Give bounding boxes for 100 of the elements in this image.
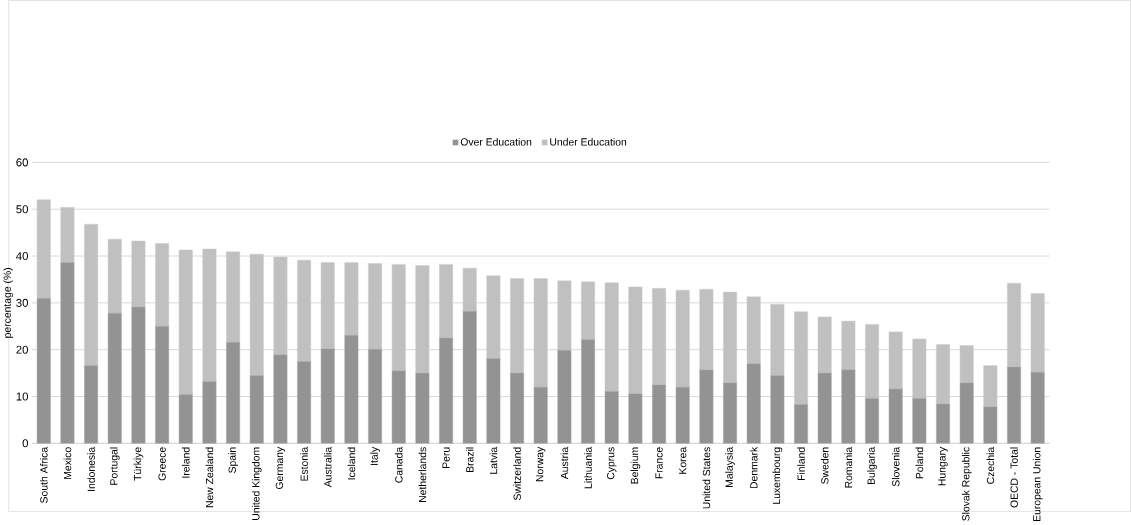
x-tick-label: Bulgaria: [867, 446, 877, 484]
bar: [983, 406, 998, 444]
bar: [249, 253, 264, 376]
bar: [533, 278, 548, 388]
bar: [652, 384, 666, 444]
bar: [817, 372, 832, 444]
bar: [486, 358, 501, 444]
bar: [107, 312, 122, 444]
bar: [202, 248, 217, 382]
bar: [841, 369, 856, 444]
bar: [936, 344, 950, 405]
x-tick-label: Germany: [275, 446, 286, 489]
bar: [770, 375, 785, 444]
bar: [320, 262, 335, 349]
bar: [415, 372, 430, 444]
bar: [107, 238, 122, 314]
bar: [131, 240, 146, 308]
x-tick-label: Latvia: [489, 446, 498, 474]
bar: [391, 370, 406, 444]
x-tick-label: Cyprus: [607, 447, 617, 480]
bar: [36, 199, 51, 299]
x-tick-label: Peru: [442, 447, 450, 468]
x-tick-label: Poland: [915, 447, 924, 479]
x-tick-label: United States: [702, 447, 711, 509]
bar: [628, 393, 643, 444]
bar: [912, 398, 927, 444]
x-tick-label: Czechia: [986, 446, 995, 484]
bar: [297, 259, 312, 362]
bar: [510, 372, 525, 444]
bar: [226, 251, 241, 343]
bar: [178, 249, 193, 395]
bar: [533, 386, 548, 444]
bar: [202, 381, 217, 444]
x-tick-label: Indonesia: [87, 446, 95, 491]
bar: [959, 345, 974, 384]
bar: [391, 264, 406, 371]
x-tick-label: Greece: [158, 447, 166, 481]
legend-label: Over Education: [460, 137, 532, 146]
bar: [415, 265, 430, 374]
y-axis-title: percentage (%): [3, 267, 13, 338]
x-tick-label: Spain: [228, 447, 238, 473]
bar: [60, 262, 75, 444]
bar: [983, 365, 998, 407]
bar: [1007, 366, 1021, 444]
bar: [628, 286, 643, 394]
x-tick-label: Slovak Republic: [961, 447, 972, 521]
x-tick-label: Norway: [536, 446, 546, 482]
bar: [84, 223, 99, 366]
x-tick-label: European Union: [1032, 447, 1043, 521]
bar: [155, 243, 170, 327]
bar: [510, 278, 525, 374]
bar: [273, 256, 288, 355]
bar: [439, 264, 454, 339]
x-tick-label: Romania: [844, 446, 853, 488]
bar: [344, 262, 359, 336]
bar: [297, 361, 312, 444]
x-tick-label: New Zealand: [205, 447, 214, 508]
bar: [1030, 293, 1045, 373]
bar: [557, 280, 572, 351]
bar: [581, 281, 596, 340]
bar: [959, 382, 974, 444]
x-tick-label: Iceland: [347, 447, 356, 480]
bar: [462, 267, 477, 312]
bar: [581, 339, 596, 444]
bar: [770, 303, 785, 376]
bar: [865, 324, 879, 399]
x-tick-label: Hungary: [938, 446, 948, 486]
x-tick-label: OECD - Total: [1010, 447, 1018, 508]
x-tick-label: Australia: [323, 446, 332, 488]
bar: [1030, 371, 1045, 444]
x-tick-label: Mexico: [63, 447, 72, 479]
bar: [368, 348, 383, 444]
bar: [60, 206, 75, 263]
x-tick-label: Italy: [370, 446, 380, 465]
bar: [557, 349, 572, 444]
bar: [344, 334, 359, 444]
bar: [865, 398, 879, 444]
legend-label: Under Education: [550, 137, 627, 146]
bar: [817, 316, 832, 374]
bar: [131, 306, 146, 444]
x-tick-label: Luxembourg: [772, 447, 783, 504]
y-tick-label: 50: [16, 205, 28, 214]
bar: [604, 282, 619, 392]
x-tick-label: Canada: [394, 446, 403, 483]
x-tick-label: Switzerland: [513, 447, 521, 500]
x-tick-label: Netherlands: [418, 447, 427, 502]
x-tick-label: Sweden: [820, 447, 829, 484]
x-tick-label: Brazil: [465, 447, 474, 472]
bar: [936, 403, 950, 444]
x-tick-label: United Kingdom: [251, 447, 262, 520]
x-tick-label: Denmark: [749, 446, 758, 489]
bar: [604, 391, 619, 444]
x-tick-label: Austria: [560, 446, 569, 480]
bar: [841, 320, 856, 370]
bar: [746, 296, 761, 364]
bar: [368, 263, 383, 350]
bar: [249, 375, 264, 444]
bar: [675, 386, 690, 444]
bar: [675, 289, 690, 388]
bar: [794, 404, 808, 444]
